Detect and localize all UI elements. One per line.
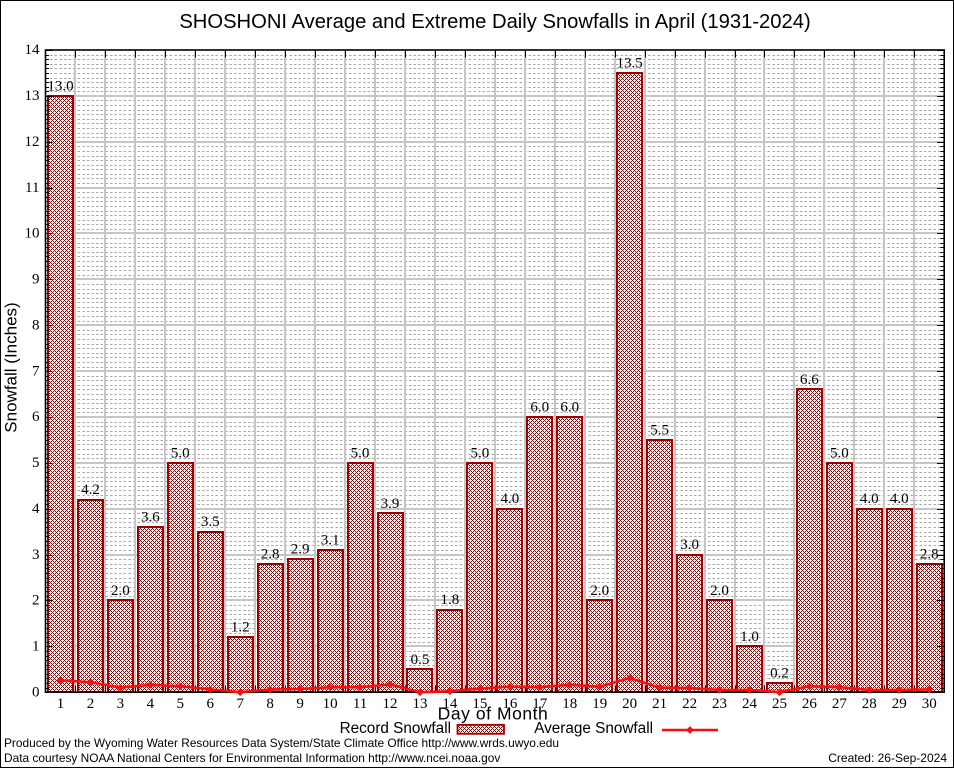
svg-text:Snowfall (Inches): Snowfall (Inches) bbox=[1, 302, 20, 432]
svg-text:11: 11 bbox=[353, 696, 367, 712]
svg-text:19: 19 bbox=[592, 696, 607, 712]
svg-text:15: 15 bbox=[472, 696, 487, 712]
svg-text:4.0: 4.0 bbox=[890, 491, 909, 507]
svg-text:6: 6 bbox=[32, 409, 40, 425]
svg-text:18: 18 bbox=[562, 696, 577, 712]
svg-text:2.0: 2.0 bbox=[111, 583, 130, 599]
svg-text:7: 7 bbox=[32, 363, 40, 379]
svg-text:1.8: 1.8 bbox=[441, 592, 460, 608]
svg-text:Average Snowfall: Average Snowfall bbox=[534, 720, 653, 737]
svg-text:2.9: 2.9 bbox=[291, 542, 310, 558]
svg-text:29: 29 bbox=[892, 696, 907, 712]
svg-text:Produced by the Wyoming Water: Produced by the Wyoming Water Resources … bbox=[4, 736, 559, 750]
svg-text:2.8: 2.8 bbox=[261, 546, 280, 562]
svg-text:3.0: 3.0 bbox=[680, 537, 699, 553]
svg-text:23: 23 bbox=[712, 696, 727, 712]
svg-text:10: 10 bbox=[323, 696, 338, 712]
svg-text:7: 7 bbox=[236, 696, 244, 712]
svg-text:9: 9 bbox=[296, 696, 304, 712]
svg-text:Data courtesy NOAA National Ce: Data courtesy NOAA National Centers for … bbox=[4, 751, 500, 765]
svg-text:13: 13 bbox=[25, 88, 40, 104]
svg-text:1.0: 1.0 bbox=[740, 629, 759, 645]
svg-text:3.9: 3.9 bbox=[381, 496, 400, 512]
svg-text:14: 14 bbox=[442, 696, 458, 712]
svg-text:6.0: 6.0 bbox=[530, 399, 549, 415]
svg-text:1.2: 1.2 bbox=[231, 620, 250, 636]
svg-text:2.8: 2.8 bbox=[920, 546, 939, 562]
svg-text:3: 3 bbox=[32, 547, 40, 563]
svg-text:12: 12 bbox=[383, 696, 398, 712]
svg-text:4: 4 bbox=[32, 501, 40, 517]
svg-text:2: 2 bbox=[87, 696, 95, 712]
svg-text:0: 0 bbox=[32, 684, 40, 700]
svg-text:4: 4 bbox=[147, 696, 155, 712]
svg-text:5: 5 bbox=[177, 696, 185, 712]
svg-text:6.0: 6.0 bbox=[560, 399, 579, 415]
svg-text:5.0: 5.0 bbox=[351, 445, 370, 461]
svg-text:20: 20 bbox=[622, 696, 637, 712]
svg-text:4.0: 4.0 bbox=[500, 491, 519, 507]
svg-text:3.5: 3.5 bbox=[201, 514, 220, 530]
svg-text:13.5: 13.5 bbox=[617, 55, 643, 71]
svg-text:0.5: 0.5 bbox=[411, 652, 430, 668]
svg-text:17: 17 bbox=[532, 696, 548, 712]
svg-text:30: 30 bbox=[922, 696, 937, 712]
svg-text:9: 9 bbox=[32, 272, 40, 288]
svg-text:4.0: 4.0 bbox=[860, 491, 879, 507]
svg-text:5.0: 5.0 bbox=[171, 445, 190, 461]
svg-text:6.6: 6.6 bbox=[800, 372, 819, 388]
svg-text:10: 10 bbox=[25, 226, 40, 242]
svg-text:Day of Month: Day of Month bbox=[438, 704, 549, 724]
svg-text:6: 6 bbox=[207, 696, 215, 712]
svg-text:8: 8 bbox=[32, 317, 40, 333]
svg-text:21: 21 bbox=[652, 696, 667, 712]
svg-text:11: 11 bbox=[25, 180, 39, 196]
svg-text:16: 16 bbox=[502, 696, 518, 712]
svg-text:28: 28 bbox=[862, 696, 877, 712]
svg-text:22: 22 bbox=[682, 696, 697, 712]
svg-text:4.2: 4.2 bbox=[81, 482, 100, 498]
svg-text:3: 3 bbox=[117, 696, 125, 712]
svg-text:2: 2 bbox=[32, 593, 40, 609]
svg-text:3.1: 3.1 bbox=[321, 533, 340, 549]
svg-text:1: 1 bbox=[32, 639, 40, 655]
svg-text:8: 8 bbox=[266, 696, 274, 712]
svg-text:Created: 26-Sep-2024: Created: 26-Sep-2024 bbox=[828, 751, 947, 765]
svg-text:24: 24 bbox=[742, 696, 758, 712]
svg-text:1: 1 bbox=[57, 696, 65, 712]
svg-text:5: 5 bbox=[32, 455, 40, 471]
svg-text:13.0: 13.0 bbox=[47, 78, 73, 94]
svg-text:26: 26 bbox=[802, 696, 818, 712]
svg-text:SHOSHONI Average and Extreme D: SHOSHONI Average and Extreme Daily Snowf… bbox=[179, 11, 810, 33]
svg-text:5.0: 5.0 bbox=[830, 445, 849, 461]
svg-text:2.0: 2.0 bbox=[710, 583, 729, 599]
svg-text:25: 25 bbox=[772, 696, 787, 712]
svg-text:13: 13 bbox=[412, 696, 427, 712]
svg-text:12: 12 bbox=[25, 134, 40, 150]
svg-text:0.2: 0.2 bbox=[770, 666, 789, 682]
svg-text:5.5: 5.5 bbox=[650, 422, 669, 438]
svg-text:14: 14 bbox=[25, 42, 41, 58]
svg-text:2.0: 2.0 bbox=[590, 583, 609, 599]
svg-text:27: 27 bbox=[832, 696, 848, 712]
svg-text:Record Snowfall: Record Snowfall bbox=[340, 720, 451, 737]
svg-text:5.0: 5.0 bbox=[470, 445, 489, 461]
svg-text:3.6: 3.6 bbox=[141, 510, 160, 526]
